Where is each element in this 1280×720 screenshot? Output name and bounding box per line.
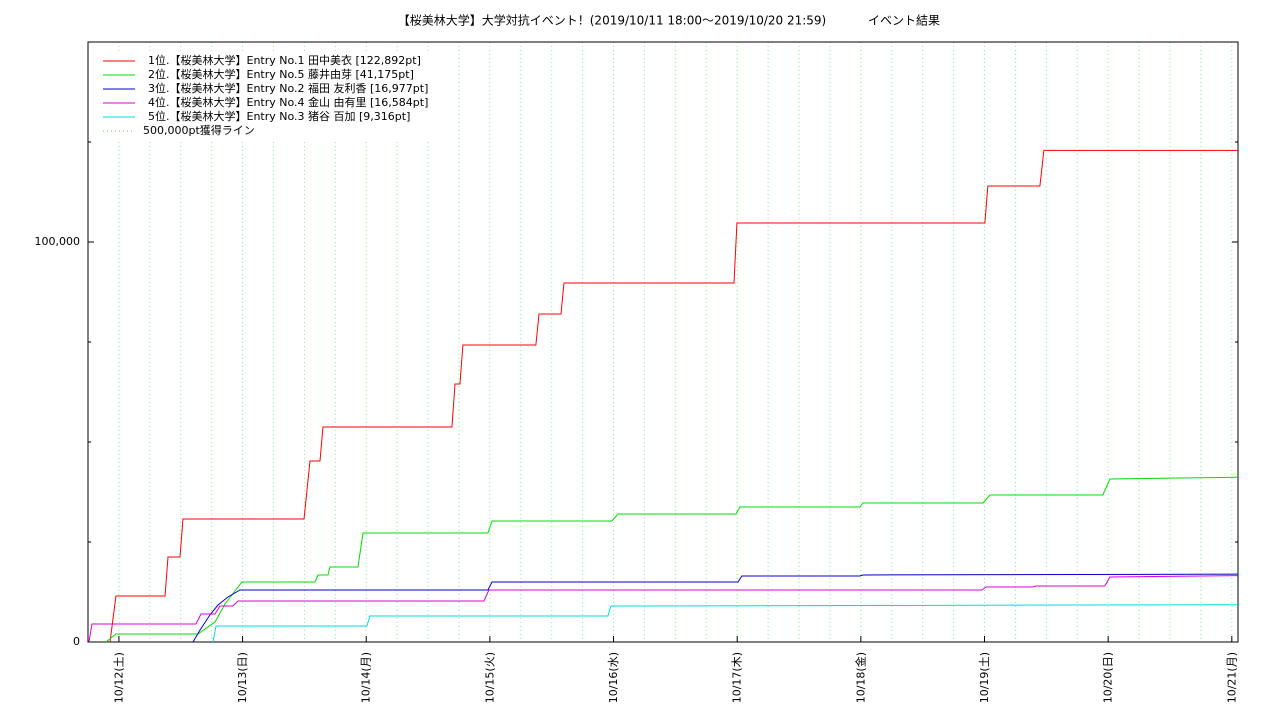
legend-label: 2位.【桜美林大学】Entry No.5 藤井由芽 [41,175pt] xyxy=(148,67,414,81)
legend: 1位.【桜美林大学】Entry No.1 田中美衣 [122,892pt]2位.… xyxy=(92,52,432,140)
legend-box xyxy=(92,52,432,140)
y-tick-label: 100,000 xyxy=(35,235,81,248)
x-tick-label: 10/21(月) xyxy=(1225,652,1238,703)
legend-label: 500,000pt獲得ライン xyxy=(143,124,255,137)
x-tick-label: 10/14(月) xyxy=(360,652,373,703)
x-tick-label: 10/17(木) xyxy=(731,652,744,703)
x-tick-label: 10/15(火) xyxy=(483,652,496,703)
series-line xyxy=(105,476,1239,643)
x-tick-label: 10/16(水) xyxy=(607,652,620,703)
y-tick-label: 0 xyxy=(73,635,80,648)
x-tick-label: 10/20(日) xyxy=(1102,652,1115,703)
x-tick-label: 10/12(土) xyxy=(112,652,125,703)
legend-label: 5位.【桜美林大学】Entry No.3 猪谷 百加 [9,316pt] xyxy=(148,109,410,123)
series-line xyxy=(192,573,1239,643)
x-tick-label: 10/18(金) xyxy=(853,652,867,703)
x-tick-label: 10/13(日) xyxy=(236,652,249,703)
series-line xyxy=(88,575,1239,643)
chart-title: 【桜美林大学】大学対抗イベント！(2019/10/11 18:00～2019/1… xyxy=(398,13,827,28)
legend-label: 3位.【桜美林大学】Entry No.2 福田 友利香 [16,977pt] xyxy=(148,81,428,95)
chart-subtitle: イベント結果 xyxy=(868,14,940,28)
legend-label: 1位.【桜美林大学】Entry No.1 田中美衣 [122,892pt] xyxy=(148,53,421,67)
series-line xyxy=(212,604,1239,643)
x-tick-label: 10/19(土) xyxy=(978,652,991,703)
series-line xyxy=(109,149,1238,643)
legend-label: 4位.【桜美林大学】Entry No.4 金山 由有里 [16,584pt] xyxy=(148,95,428,109)
